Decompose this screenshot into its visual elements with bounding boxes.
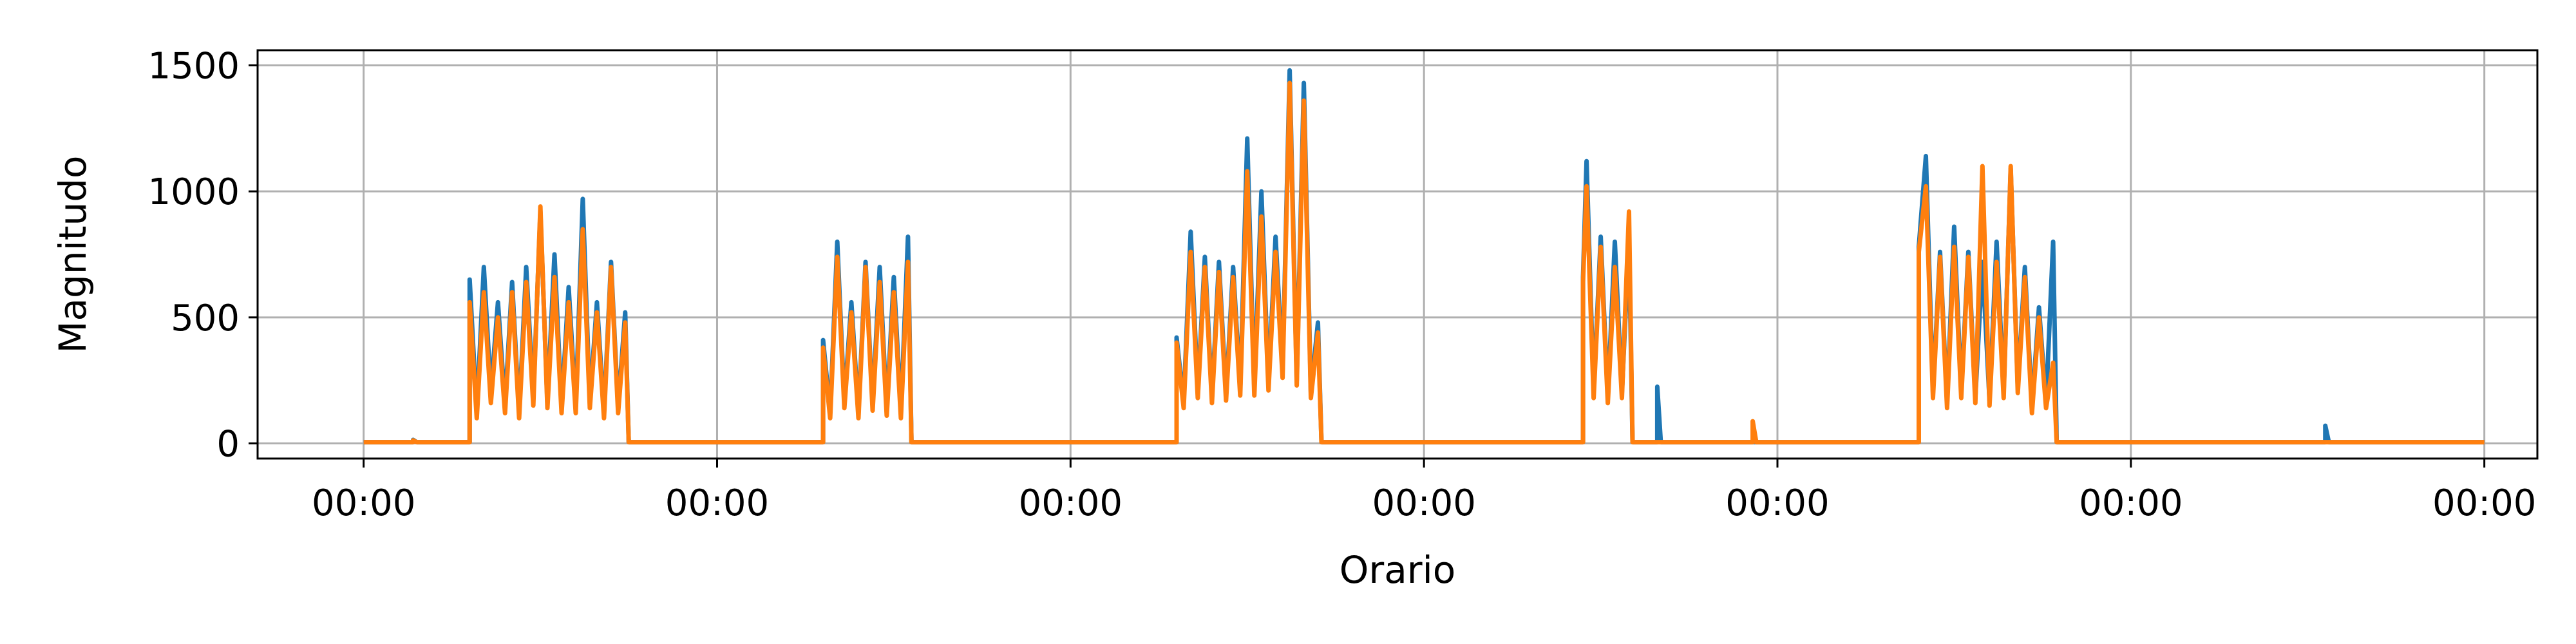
y-tick-label: 0 [216,424,240,466]
x-tick-label: 00:00 [665,482,769,524]
y-tick-label: 1000 [147,171,240,213]
x-tick-label: 00:00 [2079,482,2183,524]
y-tick-label: 500 [171,298,240,339]
y-tick-label: 1500 [147,45,240,87]
x-axis-label: Orario [1340,548,1456,592]
series-2-line [363,80,2485,445]
x-tick-label: 00:00 [2432,482,2536,524]
ticks: 00:00 00:00 00:00 00:00 00:00 00:00 00:00 0 500 1… [147,45,2536,524]
x-tick-label: 00:00 [1725,482,1829,524]
y-axis-label: Magnitudo [51,155,95,353]
x-tick-label: 00:00 [312,482,415,524]
series-layer [363,68,2485,445]
plot-frame [256,49,2539,460]
x-tick-label: 00:00 [1019,482,1122,524]
x-tick-label: 00:00 [1372,482,1475,524]
